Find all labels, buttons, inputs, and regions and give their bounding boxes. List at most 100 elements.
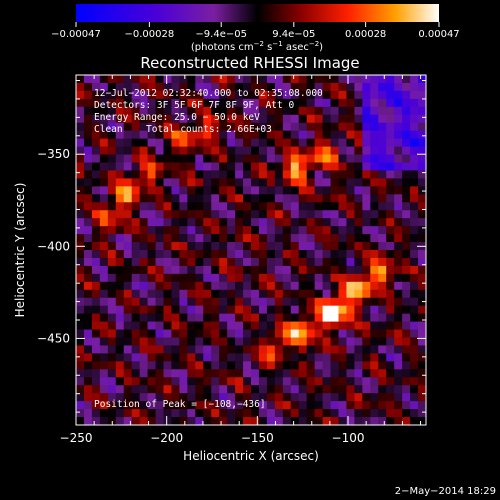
heatmap-cell	[235, 138, 244, 148]
heatmap-cell	[163, 281, 173, 291]
heatmap-cell	[171, 265, 180, 275]
heatmap-cell	[258, 393, 268, 402]
heatmap-cell	[251, 218, 260, 227]
heatmap-cell	[131, 313, 141, 323]
heatmap-cell	[386, 281, 395, 291]
heatmap-cell	[83, 138, 93, 148]
heatmap-cell	[123, 114, 133, 124]
heatmap-cell	[402, 170, 411, 179]
heatmap-cell	[219, 273, 228, 283]
heatmap-cell	[266, 289, 276, 299]
heatmap-cell	[155, 194, 165, 203]
heatmap-cell	[179, 130, 188, 140]
heatmap-cell	[219, 329, 228, 339]
heatmap-cell	[314, 98, 324, 108]
heatmap-cell	[386, 122, 395, 132]
heatmap-cell	[282, 98, 292, 108]
heatmap-cell	[163, 345, 173, 354]
heatmap-cell	[346, 265, 355, 275]
heatmap-cell	[251, 122, 260, 132]
heatmap-cell	[163, 106, 173, 116]
heatmap-cell	[131, 305, 141, 315]
heatmap-cell	[147, 170, 157, 179]
heatmap-cell	[99, 178, 109, 187]
heatmap-cell	[274, 114, 284, 124]
heatmap-cell	[211, 401, 220, 410]
heatmap-cell	[378, 377, 387, 386]
heatmap-cell	[282, 313, 292, 323]
heatmap-cell	[290, 202, 300, 211]
heatmap-cell	[338, 154, 348, 164]
heatmap-cell	[211, 114, 220, 124]
heatmap-cell	[171, 305, 180, 315]
heatmap-cell	[115, 377, 125, 386]
heatmap-cell	[298, 138, 308, 148]
heatmap-cell	[362, 289, 371, 299]
heatmap-cell	[402, 369, 411, 378]
heatmap-cell	[163, 321, 173, 331]
heatmap-cell	[251, 170, 260, 179]
heatmap-cell	[354, 321, 363, 331]
heatmap-cell	[211, 162, 220, 172]
heatmap-cell	[107, 369, 117, 378]
heatmap-cell	[338, 234, 348, 243]
heatmap-cell	[83, 202, 93, 211]
heatmap-cell	[147, 353, 157, 362]
heatmap-cell	[418, 90, 426, 100]
heatmap-cell	[306, 377, 316, 386]
heatmap-cell	[163, 273, 173, 283]
heatmap-cell	[219, 138, 228, 148]
heatmap-cell	[322, 273, 332, 283]
heatmap-cell	[346, 210, 355, 219]
heatmap-cell	[123, 234, 133, 243]
heatmap-cell	[107, 321, 117, 331]
heatmap-cell	[314, 106, 324, 116]
heatmap-cell	[139, 242, 149, 251]
heatmap-cell	[131, 82, 141, 92]
heatmap-cell	[83, 257, 93, 267]
heatmap-cell	[211, 106, 220, 116]
heatmap-cell	[91, 250, 101, 259]
heatmap-cell	[187, 273, 196, 283]
heatmap-cell	[338, 417, 348, 425]
heatmap-cell	[410, 138, 419, 148]
heatmap-cell	[274, 154, 284, 164]
heatmap-cell	[163, 75, 173, 84]
heatmap-cell	[282, 106, 292, 116]
heatmap-cell	[227, 186, 236, 195]
heatmap-cell	[163, 186, 173, 195]
heatmap-cell	[179, 75, 188, 84]
heatmap-cell	[322, 313, 332, 323]
heatmap-cell	[346, 242, 355, 251]
heatmap-cell	[394, 337, 403, 347]
heatmap-cell	[346, 90, 355, 100]
heatmap-cell	[354, 313, 363, 323]
heatmap-cell	[179, 385, 188, 394]
heatmap-cell	[258, 186, 268, 195]
heatmap-cell	[282, 82, 292, 92]
heatmap-cell	[76, 401, 85, 410]
heatmap-cell	[211, 82, 220, 92]
heatmap-cell	[338, 82, 348, 92]
heatmap-cell	[266, 321, 276, 331]
heatmap-cell	[235, 82, 244, 92]
heatmap-cell	[163, 353, 173, 362]
heatmap-cell	[171, 98, 180, 108]
heatmap-cell	[266, 281, 276, 291]
heatmap-cell	[306, 138, 316, 148]
heatmap-cell	[219, 122, 228, 132]
heatmap-cell	[107, 257, 117, 267]
heatmap-cell	[243, 250, 252, 259]
heatmap-cell	[418, 345, 426, 354]
heatmap-cell	[306, 385, 316, 394]
heatmap-cell	[187, 393, 196, 402]
heatmap-cell	[107, 194, 117, 203]
heatmap-cell	[219, 377, 228, 386]
heatmap-cell	[123, 305, 133, 315]
heatmap-cell	[163, 162, 173, 172]
heatmap-cell	[203, 409, 212, 418]
heatmap-cell	[107, 178, 117, 187]
heatmap-cell	[83, 305, 93, 315]
heatmap-cell	[211, 377, 220, 386]
heatmap-cell	[171, 202, 180, 211]
